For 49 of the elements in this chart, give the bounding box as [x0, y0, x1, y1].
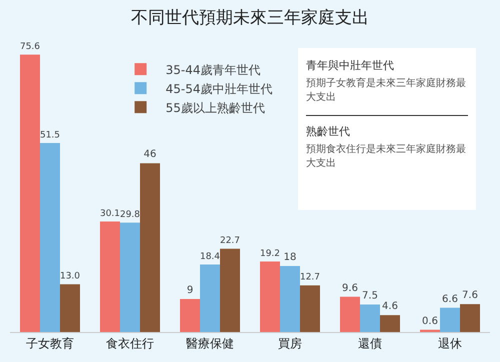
bar	[280, 266, 300, 332]
bar	[180, 298, 200, 332]
data-label: 13.0	[60, 272, 80, 282]
annotation: 預期子女教育是未來三年家庭財務最大支出	[306, 77, 467, 105]
data-label: 9	[186, 284, 194, 296]
bar	[100, 222, 120, 332]
x-tick-label: 子女教育	[26, 336, 74, 350]
legend-label: 45-54歲中壯年世代	[166, 82, 272, 96]
data-label: 22.7	[220, 236, 240, 246]
annotation: 青年與中壯年世代	[306, 58, 395, 73]
legend-label: 55歲以上熟齡世代	[166, 100, 265, 115]
x-tick-label: 買房	[278, 336, 302, 350]
data-label: 29.8	[120, 210, 140, 220]
bar	[20, 54, 40, 332]
x-tick-label: 退休	[438, 336, 462, 350]
annotation: 熟齡世代	[306, 124, 351, 139]
bar	[140, 163, 160, 332]
bar	[440, 308, 460, 332]
data-label: 46	[144, 149, 156, 160]
data-label: 18	[284, 252, 296, 263]
data-label: 18.4	[200, 252, 220, 262]
data-label: 19.2	[260, 248, 280, 259]
bar	[460, 304, 480, 332]
bar	[200, 264, 220, 332]
bar	[260, 262, 280, 332]
data-label: 75.6	[20, 42, 40, 52]
bar	[380, 315, 400, 332]
data-label: 9.6	[342, 282, 358, 294]
data-label: 7.6	[462, 290, 478, 302]
x-tick-label: 還債	[358, 336, 382, 350]
bar	[300, 285, 320, 332]
x-tick-label: 食衣住行	[106, 336, 154, 350]
bar	[40, 143, 60, 332]
annotation: 預期食衣住行是未來三年家庭財務最大支出	[306, 143, 467, 171]
chart-title: 不同世代預期未來三年家庭支出	[131, 8, 369, 28]
bar	[360, 304, 380, 332]
bar	[60, 284, 80, 332]
data-label: 12.7	[300, 272, 320, 283]
data-label: 0.6	[422, 316, 438, 327]
bar	[340, 296, 360, 332]
data-label: 51.5	[40, 130, 60, 140]
data-label: 7.5	[362, 290, 378, 302]
data-label: 6.6	[442, 294, 458, 305]
bar	[120, 222, 140, 332]
legend-label: 35-44歲青年世代	[166, 62, 260, 77]
data-label: 4.6	[382, 301, 398, 312]
data-label: 30.1	[100, 208, 120, 219]
x-tick-label: 醫療保健	[186, 336, 234, 350]
bar	[220, 248, 240, 332]
